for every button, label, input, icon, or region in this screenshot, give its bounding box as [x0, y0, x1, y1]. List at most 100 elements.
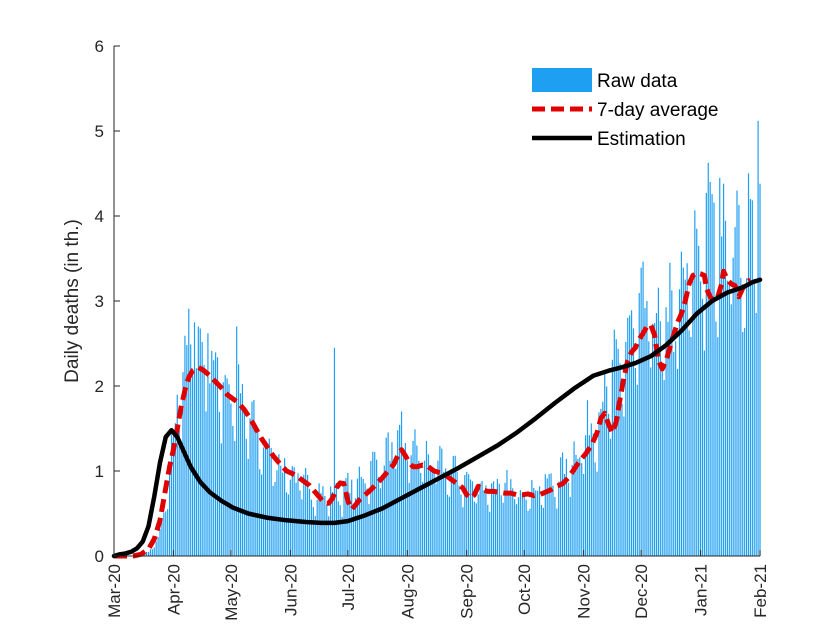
raw-data-bar — [667, 321, 669, 556]
raw-data-bar — [533, 487, 535, 556]
raw-data-bar — [416, 445, 418, 556]
raw-data-bar — [228, 384, 230, 556]
raw-data-bar — [625, 341, 627, 556]
raw-data-bar — [550, 473, 552, 556]
raw-data-bar — [661, 364, 663, 556]
raw-data-bar — [705, 192, 707, 556]
raw-data-bar — [489, 511, 491, 556]
y-axis-ticks: 0 1 2 3 4 5 6 — [95, 37, 120, 566]
raw-data-bar — [675, 341, 677, 556]
raw-data-bar — [377, 476, 380, 556]
raw-data-bar — [471, 481, 474, 556]
raw-data-bar — [433, 472, 435, 556]
raw-data-bar — [669, 262, 671, 556]
x-axis-ticks: Mar-20 Apr-20 May-20 Jun-20 Jul-20 Aug-20 Sep-… — [105, 550, 770, 621]
raw-data-bar — [218, 411, 221, 556]
raw-data-bar — [592, 433, 594, 556]
raw-data-bar — [740, 277, 742, 556]
raw-data-bar — [207, 333, 209, 556]
raw-data-bar — [527, 510, 529, 556]
x-tick-label: Aug-20 — [398, 564, 417, 619]
raw-data-bar — [383, 465, 385, 556]
raw-data-bar — [464, 475, 466, 556]
raw-data-bar — [619, 363, 621, 556]
raw-data-bar — [469, 479, 472, 556]
raw-data-bar — [337, 501, 339, 556]
raw-data-bar — [178, 426, 180, 556]
raw-data-bar — [473, 501, 475, 556]
y-tick-label: 3 — [95, 292, 104, 311]
raw-data-bar — [519, 490, 521, 556]
raw-data-bar — [443, 471, 445, 556]
raw-data-bar — [216, 357, 219, 556]
raw-data-bar — [521, 492, 523, 556]
raw-data-bar — [650, 367, 652, 556]
raw-data-bar — [161, 520, 163, 556]
raw-data-bar — [567, 482, 569, 556]
raw-data-bar — [343, 480, 345, 556]
raw-data-bar — [671, 290, 673, 556]
raw-data-bar — [393, 461, 395, 556]
raw-data-bar — [744, 327, 746, 556]
raw-data-bar — [239, 393, 242, 556]
raw-data-bar — [596, 471, 598, 556]
raw-data-bar — [397, 430, 399, 556]
raw-data-bar — [492, 481, 495, 556]
y-tick-label: 0 — [95, 547, 104, 566]
raw-data-bar — [169, 463, 171, 556]
raw-data-bar — [491, 483, 493, 556]
x-tick-label: Feb-21 — [751, 564, 770, 618]
raw-data-bar — [711, 194, 713, 556]
raw-data-bar — [243, 409, 245, 556]
x-tick-label: Nov-20 — [575, 564, 594, 619]
raw-data-bar — [406, 460, 408, 556]
raw-data-bar — [646, 301, 648, 556]
raw-data-bar — [583, 473, 585, 556]
raw-data-bar — [190, 344, 192, 556]
raw-data-bar — [584, 435, 587, 556]
raw-data-bar — [379, 488, 382, 556]
raw-data-bar — [402, 449, 405, 556]
raw-data-bar — [249, 418, 251, 556]
seven-day-average-line — [114, 268, 752, 559]
raw-data-bar — [517, 497, 520, 556]
raw-data-bar — [151, 549, 153, 556]
raw-data-bar — [245, 438, 247, 556]
raw-data-bar — [159, 528, 161, 556]
raw-data-bar — [423, 460, 426, 556]
raw-data-bar — [167, 509, 169, 556]
raw-data-bar — [366, 488, 368, 556]
raw-data-bar — [548, 474, 550, 556]
raw-data-bar — [590, 423, 592, 556]
raw-data-bar — [627, 317, 629, 556]
raw-data-bar — [535, 490, 537, 556]
raw-data-bar — [699, 281, 702, 556]
raw-data-bar — [751, 200, 753, 556]
raw-data-bar — [506, 469, 508, 556]
raw-data-bar — [364, 483, 366, 556]
raw-data-bar — [247, 458, 249, 556]
raw-data-bar — [155, 541, 157, 556]
raw-data-bar — [707, 162, 709, 556]
raw-data-bar — [571, 464, 573, 556]
raw-data-bar — [701, 298, 704, 556]
raw-data-bar — [563, 473, 566, 556]
raw-data-bar — [485, 485, 487, 556]
raw-data-bar — [209, 383, 211, 556]
raw-data-bar — [205, 411, 207, 556]
raw-data-bar — [199, 328, 201, 556]
raw-data-bar — [400, 411, 403, 556]
raw-data-bar — [285, 492, 288, 556]
raw-data-bar — [709, 182, 711, 556]
x-tick-label: Sep-20 — [458, 564, 477, 619]
raw-data-bar — [690, 336, 692, 556]
raw-data-bar — [477, 494, 479, 556]
raw-data-bar — [692, 280, 694, 556]
raw-data-bar — [684, 279, 686, 556]
raw-data-bar — [224, 375, 226, 556]
raw-data-bar — [579, 457, 581, 556]
raw-data-bar — [376, 459, 378, 556]
raw-data-bar — [483, 490, 485, 556]
raw-data-bar — [468, 474, 470, 556]
